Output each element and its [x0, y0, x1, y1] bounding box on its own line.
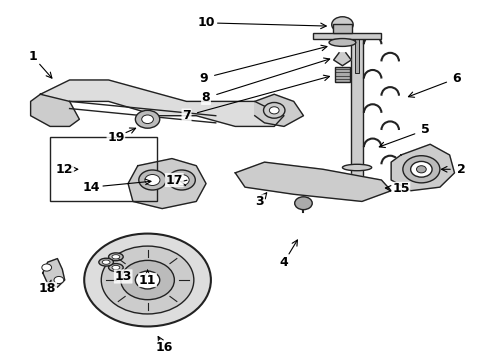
Polygon shape — [391, 144, 455, 191]
Text: 2: 2 — [458, 163, 466, 176]
Text: 19: 19 — [107, 131, 124, 144]
Circle shape — [264, 103, 285, 118]
Text: 15: 15 — [392, 183, 410, 195]
Polygon shape — [255, 94, 303, 126]
Circle shape — [84, 234, 211, 327]
Circle shape — [42, 264, 51, 271]
Text: 17: 17 — [166, 174, 183, 186]
Circle shape — [403, 156, 440, 183]
Text: 18: 18 — [39, 283, 56, 296]
Bar — [50, 137, 157, 202]
Circle shape — [168, 170, 196, 190]
Circle shape — [139, 170, 166, 190]
Bar — [351, 37, 363, 187]
Circle shape — [174, 175, 189, 185]
Text: 9: 9 — [199, 72, 208, 85]
Polygon shape — [128, 158, 206, 208]
Bar — [355, 37, 360, 73]
Circle shape — [416, 166, 426, 173]
Text: 3: 3 — [255, 195, 264, 208]
Text: 10: 10 — [197, 16, 215, 29]
Circle shape — [294, 197, 312, 210]
Text: 14: 14 — [83, 181, 100, 194]
Polygon shape — [43, 258, 65, 287]
Ellipse shape — [109, 264, 123, 271]
Circle shape — [332, 17, 353, 32]
Circle shape — [101, 246, 194, 314]
Text: 6: 6 — [453, 72, 461, 85]
Circle shape — [135, 111, 160, 128]
Circle shape — [145, 175, 160, 185]
Circle shape — [142, 115, 153, 123]
Ellipse shape — [102, 260, 110, 264]
Bar — [333, 24, 352, 33]
Circle shape — [54, 276, 64, 284]
Circle shape — [135, 271, 160, 289]
Text: 1: 1 — [29, 50, 37, 63]
Text: 4: 4 — [280, 256, 288, 269]
Polygon shape — [334, 53, 351, 66]
Polygon shape — [30, 94, 79, 126]
Polygon shape — [235, 162, 391, 202]
Circle shape — [121, 260, 174, 300]
Polygon shape — [40, 80, 284, 126]
Text: 11: 11 — [139, 274, 156, 287]
Text: 12: 12 — [56, 163, 74, 176]
Text: 5: 5 — [421, 123, 430, 136]
Text: 16: 16 — [156, 341, 173, 354]
Ellipse shape — [112, 265, 120, 270]
Text: 7: 7 — [182, 109, 191, 122]
Circle shape — [270, 107, 279, 114]
Ellipse shape — [112, 255, 120, 259]
Ellipse shape — [329, 39, 356, 46]
Ellipse shape — [99, 258, 114, 266]
Text: 8: 8 — [202, 91, 210, 104]
Ellipse shape — [109, 253, 123, 261]
Bar — [313, 33, 381, 39]
Text: 13: 13 — [115, 270, 132, 283]
Bar — [335, 67, 350, 82]
Circle shape — [411, 161, 432, 177]
Ellipse shape — [343, 164, 372, 171]
